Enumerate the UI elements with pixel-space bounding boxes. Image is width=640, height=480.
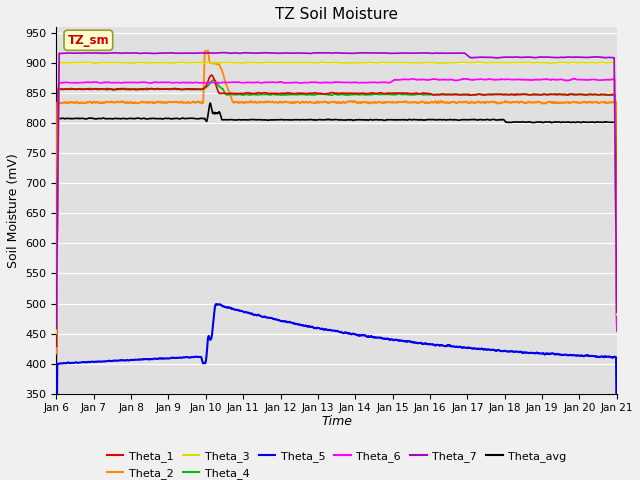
Theta_avg — [116, 116, 124, 122]
Theta_2 — [268, 99, 275, 105]
Theta_avg — [292, 117, 300, 122]
Theta_5 — [212, 301, 220, 307]
Theta_4 — [52, 343, 60, 349]
Theta_7 — [602, 55, 610, 60]
Theta_4 — [613, 321, 621, 327]
Theta_4 — [116, 86, 124, 92]
Theta_6 — [150, 80, 157, 85]
Theta_1 — [52, 344, 60, 349]
Theta_4 — [210, 77, 218, 83]
Theta_1 — [116, 86, 124, 92]
Theta_7 — [268, 50, 275, 56]
Theta_1 — [602, 92, 610, 97]
Theta_avg — [207, 100, 214, 106]
Theta_1 — [613, 321, 621, 326]
Theta_2 — [204, 48, 211, 54]
Line: Theta_3: Theta_3 — [56, 62, 617, 334]
Legend: Theta_1, Theta_2, Theta_3, Theta_4, Theta_5, Theta_6, Theta_7, Theta_avg: Theta_1, Theta_2, Theta_3, Theta_4, Thet… — [102, 447, 571, 480]
Theta_3 — [542, 60, 550, 66]
Theta_1 — [268, 90, 275, 96]
Theta_2 — [613, 287, 621, 293]
Line: Theta_6: Theta_6 — [56, 79, 617, 333]
Theta_6 — [602, 76, 610, 82]
Theta_4 — [542, 91, 550, 97]
Theta_7 — [150, 50, 157, 56]
Theta_7 — [116, 50, 124, 56]
Theta_3 — [602, 60, 610, 66]
Y-axis label: Soil Moisture (mV): Soil Moisture (mV) — [7, 153, 20, 268]
Theta_5 — [116, 358, 124, 363]
Theta_7 — [542, 54, 550, 60]
Theta_3 — [613, 312, 621, 318]
Theta_1 — [150, 86, 157, 92]
Theta_5 — [613, 453, 621, 459]
Theta_5 — [602, 354, 610, 360]
Text: TZ_sm: TZ_sm — [68, 34, 109, 47]
Theta_6 — [116, 80, 124, 85]
Theta_6 — [292, 80, 300, 85]
Theta_3 — [292, 60, 300, 66]
Theta_6 — [541, 76, 549, 82]
Theta_avg — [613, 320, 621, 326]
Theta_2 — [292, 99, 300, 105]
Theta_3 — [268, 60, 275, 65]
Theta_avg — [52, 358, 60, 364]
Theta_7 — [52, 325, 60, 331]
Theta_1 — [542, 92, 550, 97]
Theta_5 — [542, 351, 550, 357]
Theta_4 — [292, 92, 300, 97]
Line: Theta_7: Theta_7 — [56, 53, 617, 328]
Theta_7 — [292, 50, 300, 56]
Title: TZ Soil Moisture: TZ Soil Moisture — [275, 7, 398, 22]
Theta_2 — [116, 99, 124, 105]
Theta_6 — [613, 328, 621, 334]
Theta_3 — [474, 60, 481, 65]
X-axis label: Time: Time — [321, 415, 352, 428]
Theta_avg — [150, 116, 157, 121]
Theta_7 — [219, 50, 227, 56]
Theta_5 — [150, 356, 157, 361]
Theta_2 — [52, 350, 60, 356]
Line: Theta_4: Theta_4 — [56, 80, 617, 346]
Theta_6 — [52, 330, 60, 336]
Theta_1 — [292, 91, 300, 96]
Theta_2 — [542, 100, 550, 106]
Theta_1 — [208, 72, 216, 78]
Theta_3 — [150, 60, 157, 66]
Theta_7 — [613, 310, 621, 315]
Theta_5 — [268, 315, 275, 321]
Line: Theta_avg: Theta_avg — [56, 103, 617, 361]
Theta_4 — [602, 92, 610, 98]
Theta_2 — [602, 99, 610, 105]
Line: Theta_1: Theta_1 — [56, 75, 617, 347]
Theta_avg — [542, 119, 550, 125]
Theta_6 — [268, 79, 275, 85]
Theta_avg — [268, 117, 275, 123]
Theta_4 — [268, 92, 275, 97]
Theta_3 — [116, 60, 124, 65]
Theta_4 — [150, 86, 157, 92]
Theta_5 — [292, 321, 300, 327]
Theta_avg — [602, 119, 610, 125]
Theta_2 — [150, 100, 157, 106]
Line: Theta_2: Theta_2 — [56, 51, 617, 353]
Theta_6 — [571, 76, 579, 82]
Line: Theta_5: Theta_5 — [56, 304, 617, 480]
Theta_3 — [52, 331, 60, 336]
